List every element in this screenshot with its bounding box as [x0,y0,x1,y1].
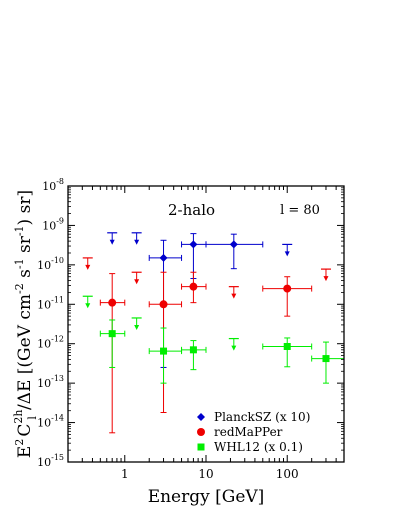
upper-limit-arrow [134,279,140,285]
x-tick-label: 100 [276,467,299,481]
legend-marker-whl12 [197,443,205,451]
legend-marker-planck [197,413,205,421]
data-point [229,240,238,249]
y-tick-label: 10-15 [37,453,64,469]
data-point [159,253,168,262]
data-point [283,284,292,293]
series-1 [82,257,331,434]
x-tick-label: 1 [121,467,129,481]
y-tick-label: 10-11 [37,295,64,311]
y-tick-label: 10-13 [37,374,64,390]
y-axis: 10-15 10-14 10-13 10-12 10-11 10-10 10-9 10-8 [37,177,344,469]
data-point [108,330,116,338]
data-point [160,347,168,355]
upper-limit-arrow [284,251,290,257]
y-tick-label: 10-12 [37,335,64,351]
data-point [159,300,168,309]
multipole-label: l = 80 [280,203,320,218]
data-marks [82,232,345,434]
series-2 [82,295,345,384]
upper-limit-arrow [231,345,237,351]
panel-label: 2-halo [168,201,215,219]
data-point [108,298,117,307]
upper-limit-arrow [323,276,329,282]
data-point [322,355,330,363]
upper-limit-arrow [231,293,237,299]
upper-limit-arrow [85,303,91,309]
legend-marker-redmapper [197,428,205,436]
data-point [189,240,198,249]
y-axis-label: E2C2hl/ΔE [(GeV cm-2 s-1 sr-1) sr] [12,190,39,458]
x-axis: 1 10 100 [67,186,345,481]
data-point [189,346,197,354]
legend-label-planck: PlanckSZ (x 10) [214,410,310,424]
y-tick-label: 10-8 [42,177,64,193]
y-tick-label: 10-10 [37,256,64,272]
legend: PlanckSZ (x 10) redMaPPer WHL12 (x 0.1) [197,410,310,454]
series-0 [107,232,293,368]
x-tick-label: 10 [198,467,213,481]
y-tick-label: 10-14 [37,414,64,430]
y-tick-label: 10-9 [42,216,64,232]
legend-label-redmapper: redMaPPer [214,425,283,439]
x-axis-label: Energy [GeV] [148,487,265,507]
upper-limit-arrow [134,324,140,330]
data-point [189,282,198,291]
upper-limit-arrow [109,239,115,245]
legend-label-whl12: WHL12 (x 0.1) [214,440,303,454]
upper-limit-arrow [134,239,140,245]
data-point [283,342,291,350]
upper-limit-arrow [85,264,91,270]
